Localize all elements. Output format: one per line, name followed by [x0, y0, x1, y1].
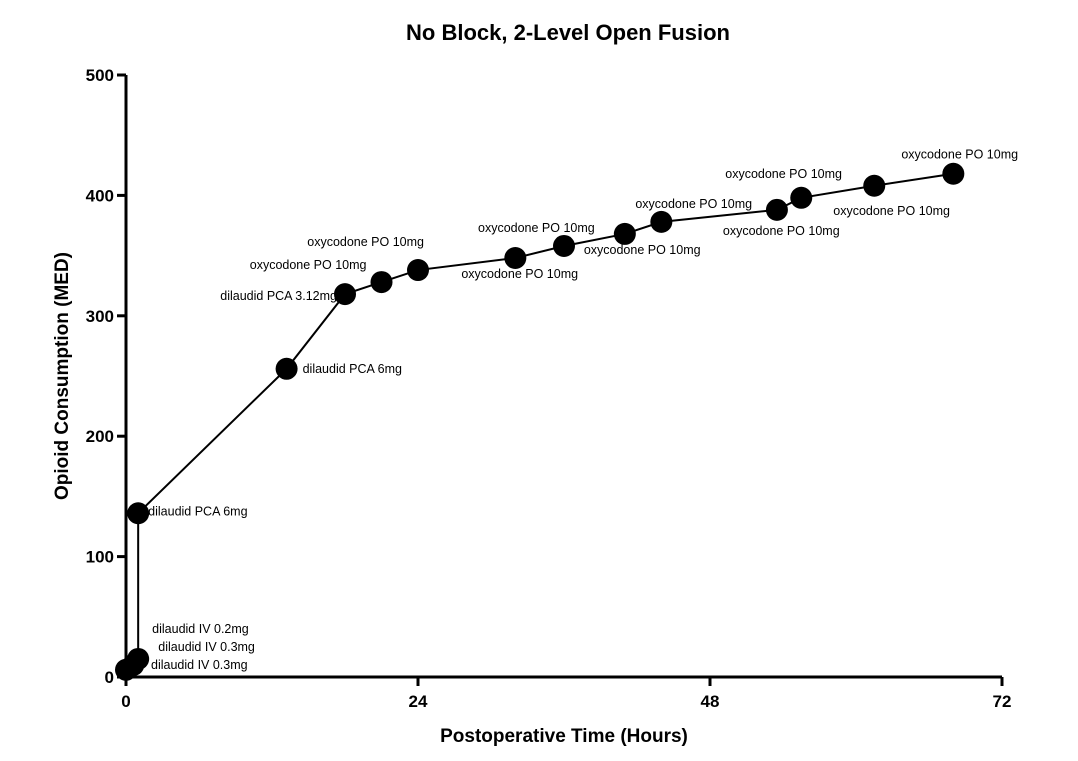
data-label: oxycodone PO 10mg: [833, 204, 950, 218]
data-label: oxycodone PO 10mg: [250, 258, 367, 272]
data-label: dilaudid PCA 3.12mg: [220, 289, 337, 303]
data-point: [650, 210, 673, 233]
data-point: [275, 357, 298, 380]
data-label: oxycodone PO 10mg: [725, 167, 842, 181]
data-label: dilaudid PCA 6mg: [303, 362, 402, 376]
data-label: oxycodone PO 10mg: [584, 243, 701, 257]
data-point: [504, 247, 527, 270]
y-tick-label: 500: [86, 66, 114, 85]
data-point: [127, 502, 150, 525]
data-label: oxycodone PO 10mg: [461, 267, 578, 281]
x-tick-label: 24: [409, 692, 428, 711]
data-label: oxycodone PO 10mg: [901, 148, 1018, 162]
x-tick-label: 72: [993, 692, 1012, 711]
data-label: dilaudid IV 0.2mg: [152, 622, 249, 636]
data-point: [334, 283, 356, 306]
data-point: [790, 186, 813, 209]
data-point: [553, 234, 575, 257]
data-label: oxycodone PO 10mg: [478, 221, 595, 235]
data-label: dilaudid IV 0.3mg: [158, 640, 255, 654]
y-tick-label: 300: [86, 307, 114, 326]
x-tick-label: 48: [701, 692, 720, 711]
data-label: dilaudid IV 0.3mg: [151, 658, 248, 672]
data-point: [942, 162, 965, 185]
data-point: [765, 198, 788, 221]
data-point: [863, 174, 886, 197]
data-point: [407, 259, 429, 282]
data-point: [613, 222, 636, 245]
axes: 0 100 200 300 400 500 0 24 48 72: [86, 66, 1012, 711]
y-axis-label: Opioid Consumption (MED): [52, 252, 73, 500]
point-labels: dilaudid IV 0.3mg dilaudid IV 0.3mg dilaud…: [148, 148, 1018, 672]
chart-title: No Block, 2-Level Open Fusion: [406, 20, 730, 45]
x-axis-label: Postoperative Time (Hours): [440, 726, 688, 747]
y-tick-label: 0: [105, 668, 114, 687]
data-label: oxycodone PO 10mg: [723, 224, 840, 238]
data-point: [370, 271, 393, 294]
data-label: oxycodone PO 10mg: [307, 235, 424, 249]
data-point: [127, 647, 150, 670]
y-tick-label: 400: [86, 186, 114, 205]
data-label: dilaudid PCA 6mg: [148, 504, 247, 518]
x-tick-label: 0: [121, 692, 130, 711]
data-label: oxycodone PO 10mg: [635, 197, 752, 211]
series-line: [125, 172, 954, 671]
y-tick-label: 100: [86, 548, 114, 567]
y-tick-label: 200: [86, 427, 114, 446]
series: [115, 162, 965, 681]
